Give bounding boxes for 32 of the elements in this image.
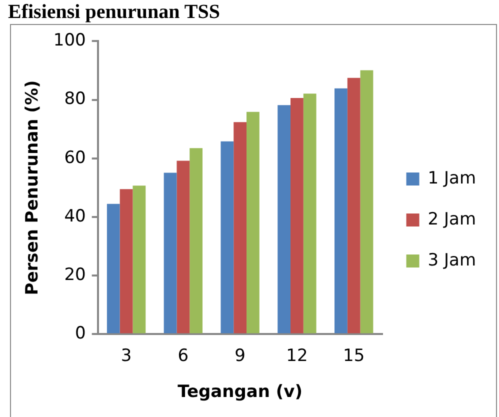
legend-label: 2 Jam bbox=[428, 209, 476, 230]
bar bbox=[176, 160, 190, 334]
bar bbox=[190, 148, 203, 334]
bar bbox=[347, 78, 360, 334]
chart-title: Efisiensi penurunan TSS bbox=[8, 1, 220, 24]
bar bbox=[278, 105, 291, 334]
bar bbox=[120, 189, 133, 334]
x-tick-label: 9 bbox=[234, 346, 246, 366]
y-tick-label: 40 bbox=[64, 206, 86, 226]
legend-label: 3 Jam bbox=[428, 250, 476, 270]
x-axis-title: Tegangan (v) bbox=[178, 382, 303, 402]
bar bbox=[234, 122, 247, 334]
y-axis-title: Persen Penurunan (%) bbox=[22, 80, 43, 296]
x-tick-label: 15 bbox=[343, 346, 365, 366]
y-tick-label: 20 bbox=[64, 265, 86, 286]
bar bbox=[360, 70, 374, 334]
y-tick-label: 0 bbox=[75, 324, 86, 344]
bar bbox=[334, 88, 348, 334]
bar bbox=[106, 204, 120, 334]
y-tick-label: 80 bbox=[64, 89, 86, 110]
legend-label: 1 Jam bbox=[428, 168, 476, 188]
bar bbox=[164, 172, 177, 334]
bar bbox=[303, 94, 316, 334]
x-tick-label: 6 bbox=[178, 346, 189, 366]
bar bbox=[246, 112, 260, 334]
bar bbox=[132, 186, 146, 334]
bar bbox=[290, 98, 304, 334]
x-tick-label: 3 bbox=[120, 346, 132, 366]
bar bbox=[220, 141, 234, 334]
y-tick-label: 60 bbox=[64, 148, 86, 168]
y-tick-label: 100 bbox=[53, 30, 86, 51]
x-tick-label: 12 bbox=[286, 346, 308, 366]
